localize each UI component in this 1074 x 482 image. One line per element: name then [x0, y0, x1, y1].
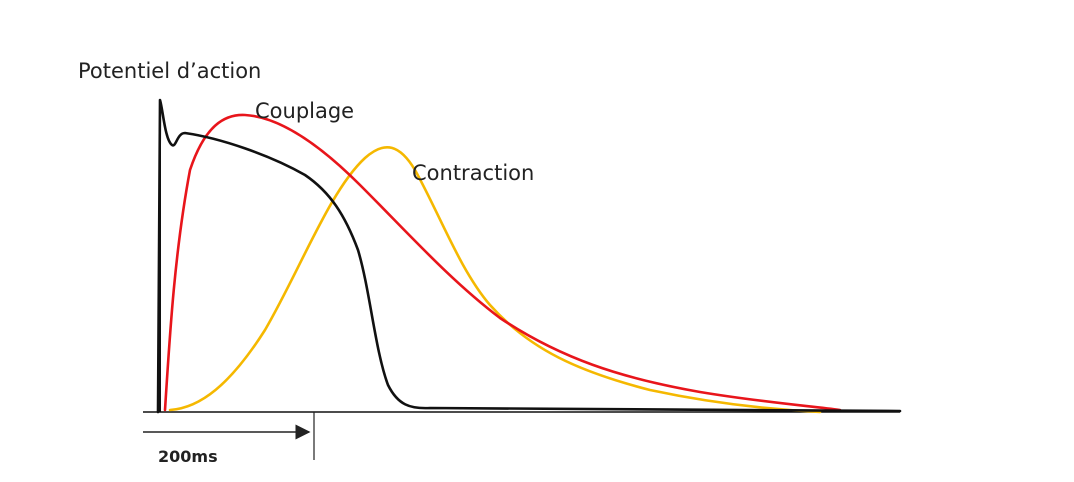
- coupling-curve: [163, 113, 842, 412]
- action-potential-curve: [156, 98, 902, 414]
- contraction-curve: [168, 146, 822, 414]
- contraction-label: Contraction: [412, 161, 534, 185]
- y-axis-label: Potentiel d’action: [78, 59, 261, 83]
- coupling-label: Couplage: [255, 99, 354, 123]
- scale-label: 200ms: [158, 447, 218, 466]
